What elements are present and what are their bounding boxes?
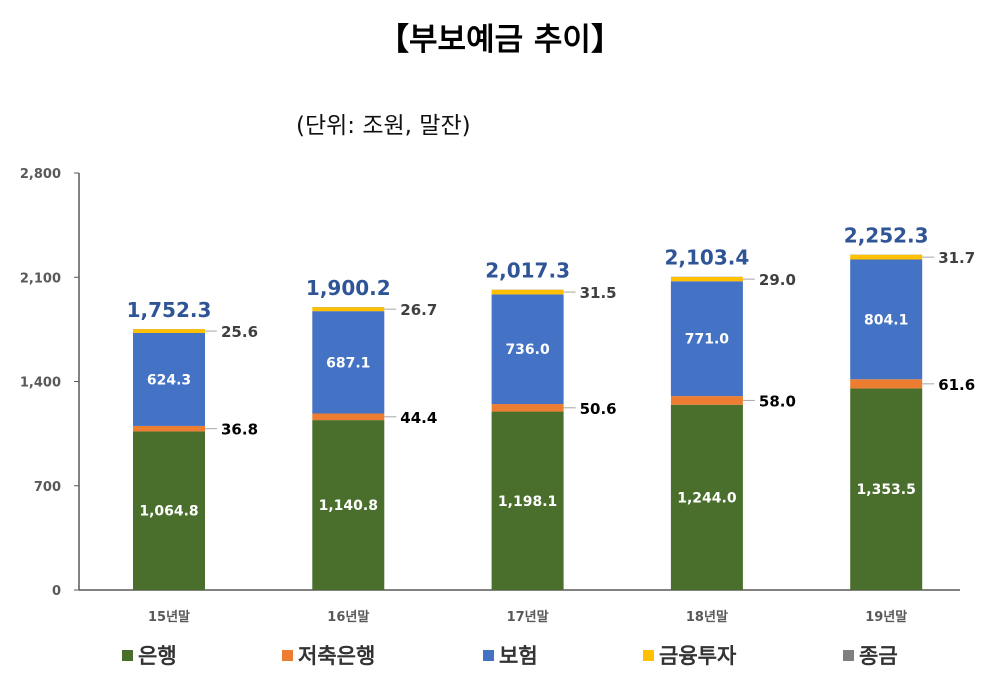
bar-segment-은행 bbox=[670, 404, 743, 590]
y-tick-label: 1,400 bbox=[20, 376, 61, 391]
y-tick-label: 0 bbox=[52, 584, 61, 599]
x-tick-label: 16년말 bbox=[327, 610, 369, 625]
total-label: 2,103.4 bbox=[665, 246, 750, 270]
bar-segment-저축은행 bbox=[670, 396, 743, 405]
data-label: 1,198.1 bbox=[498, 494, 557, 510]
bar-segment-은행 bbox=[850, 388, 923, 590]
legend-swatch bbox=[483, 649, 494, 661]
x-tick-label: 15년말 bbox=[148, 610, 190, 625]
data-label: 31.5 bbox=[580, 284, 617, 302]
data-label: 736.0 bbox=[505, 342, 550, 358]
bar-segment-은행 bbox=[491, 411, 564, 590]
legend-label: 금융투자 bbox=[659, 644, 737, 668]
legend: 은행 저축은행 보험 금융투자 종금 bbox=[0, 640, 1000, 670]
legend-item: 은행 bbox=[122, 640, 177, 670]
bar-segment-은행 bbox=[312, 420, 385, 590]
bar-segment-금융투자 bbox=[133, 329, 205, 333]
legend-label: 저축은행 bbox=[298, 644, 376, 668]
data-label: 25.6 bbox=[221, 323, 258, 341]
legend-label: 종금 bbox=[859, 644, 898, 668]
legend-swatch bbox=[122, 649, 133, 661]
legend-item: 저축은행 bbox=[282, 640, 375, 670]
y-tick-label: 700 bbox=[34, 480, 61, 495]
data-label: 1,064.8 bbox=[139, 504, 198, 520]
data-label: 687.1 bbox=[326, 355, 370, 371]
bar-segment-보험 bbox=[491, 294, 564, 405]
y-tick-label: 2,800 bbox=[20, 167, 61, 182]
legend-swatch bbox=[643, 649, 654, 661]
bar-segment-저축은행 bbox=[133, 425, 205, 432]
data-label: 50.6 bbox=[580, 400, 617, 418]
data-label: 58.0 bbox=[759, 392, 796, 410]
bar-segment-보험 bbox=[312, 311, 385, 414]
data-label: 31.7 bbox=[938, 249, 975, 267]
total-label: 2,017.3 bbox=[485, 259, 570, 283]
data-label: 26.7 bbox=[400, 301, 437, 319]
data-label: 1,244.0 bbox=[677, 490, 737, 506]
bar-segment-금융투자 bbox=[850, 254, 923, 260]
legend-label: 은행 bbox=[138, 644, 177, 668]
bar-segment-저축은행 bbox=[850, 379, 923, 389]
data-label: 771.0 bbox=[685, 332, 730, 348]
x-tick-label: 19년말 bbox=[865, 610, 907, 625]
bar-segment-저축은행 bbox=[312, 413, 385, 421]
legend-swatch bbox=[843, 649, 854, 661]
bar-segment-금융투자 bbox=[491, 289, 564, 295]
data-label: 29.0 bbox=[759, 271, 796, 289]
total-label: 2,252.3 bbox=[844, 224, 929, 248]
data-label: 61.6 bbox=[938, 376, 975, 394]
bar-segment-보험 bbox=[670, 281, 743, 397]
legend-item: 보험 bbox=[483, 640, 538, 670]
chart-title: 【부보예금 추이】 bbox=[378, 22, 622, 58]
data-label: 1,353.5 bbox=[857, 482, 916, 498]
data-label: 36.8 bbox=[221, 421, 258, 439]
bar-segment-보험 bbox=[850, 259, 923, 380]
x-tick-label: 17년말 bbox=[507, 610, 549, 625]
total-label: 1,752.3 bbox=[127, 298, 212, 322]
legend-item: 종금 bbox=[843, 640, 898, 670]
data-label: 44.4 bbox=[400, 409, 437, 427]
legend-label: 보험 bbox=[499, 644, 538, 668]
bar-segment-금융투자 bbox=[312, 307, 385, 312]
total-label: 1,900.2 bbox=[306, 276, 391, 300]
bar-segment-은행 bbox=[133, 431, 205, 590]
bar-segment-보험 bbox=[133, 332, 205, 426]
data-label: 624.3 bbox=[147, 372, 191, 388]
legend-swatch bbox=[282, 649, 293, 661]
unit-note: (단위: 조원, 말잔) bbox=[296, 113, 471, 139]
y-tick-label: 2,100 bbox=[20, 271, 61, 286]
bar-segment-금융투자 bbox=[670, 276, 743, 282]
bar-segment-저축은행 bbox=[491, 404, 564, 412]
data-label: 804.1 bbox=[864, 312, 908, 328]
x-tick-label: 18년말 bbox=[686, 610, 728, 625]
legend-item: 금융투자 bbox=[643, 640, 736, 670]
data-label: 1,140.8 bbox=[319, 498, 378, 514]
